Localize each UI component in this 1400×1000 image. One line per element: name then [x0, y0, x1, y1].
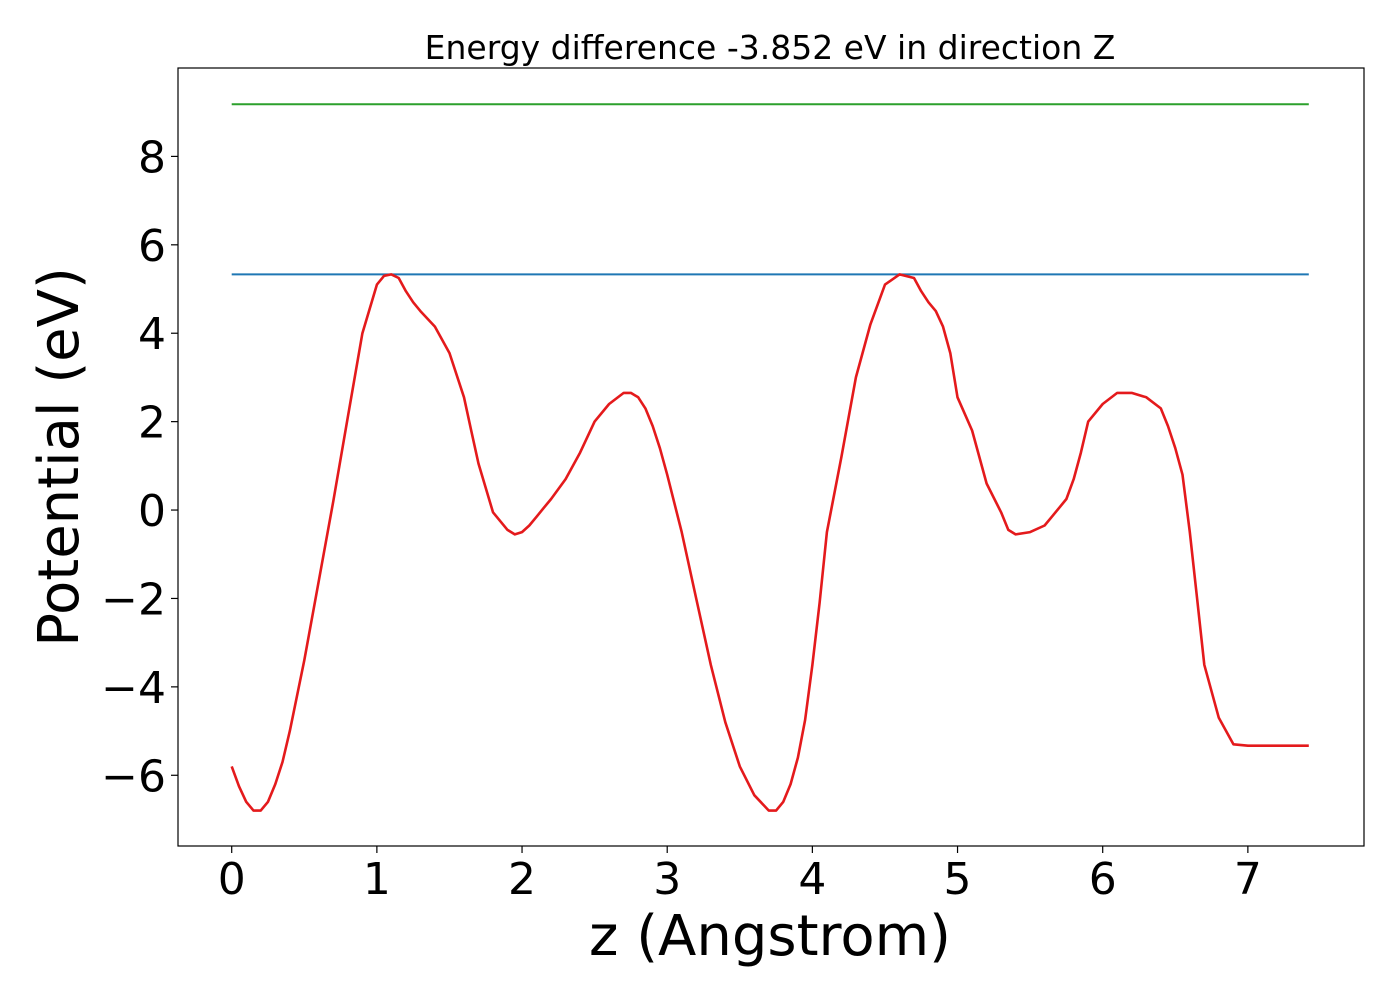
- y-tick-label: −4: [101, 663, 166, 714]
- x-tick-label: 3: [653, 854, 681, 905]
- x-axis: 0 1 2 3 4 5 6 7: [218, 846, 1262, 905]
- series-line-3: [230, 273, 1309, 812]
- y-tick-label: 4: [138, 309, 166, 360]
- plot-frame: [177, 67, 1365, 847]
- x-tick-label: 6: [1089, 854, 1117, 905]
- series-layer: [230, 103, 1309, 812]
- y-tick-label: −6: [101, 751, 166, 802]
- y-tick-label: 0: [138, 486, 166, 537]
- x-tick-label: 2: [508, 854, 536, 905]
- y-axis-label: Potential (eV): [27, 267, 92, 647]
- y-tick-label: 6: [138, 221, 166, 272]
- x-tick-label: 0: [218, 854, 246, 905]
- x-axis-label: z (Angstrom): [589, 904, 951, 969]
- y-tick-label: 8: [138, 132, 166, 183]
- y-tick-label: −2: [101, 574, 166, 625]
- chart-title: Energy difference -3.852 eV in direction…: [425, 28, 1116, 67]
- x-tick-label: 4: [798, 854, 826, 905]
- y-tick-label: 2: [138, 398, 166, 449]
- x-tick-label: 5: [944, 854, 972, 905]
- y-axis: −6 −4 −2 0 2 4 6 8: [101, 132, 178, 802]
- x-tick-label: 1: [363, 854, 391, 905]
- x-tick-label: 7: [1234, 854, 1262, 905]
